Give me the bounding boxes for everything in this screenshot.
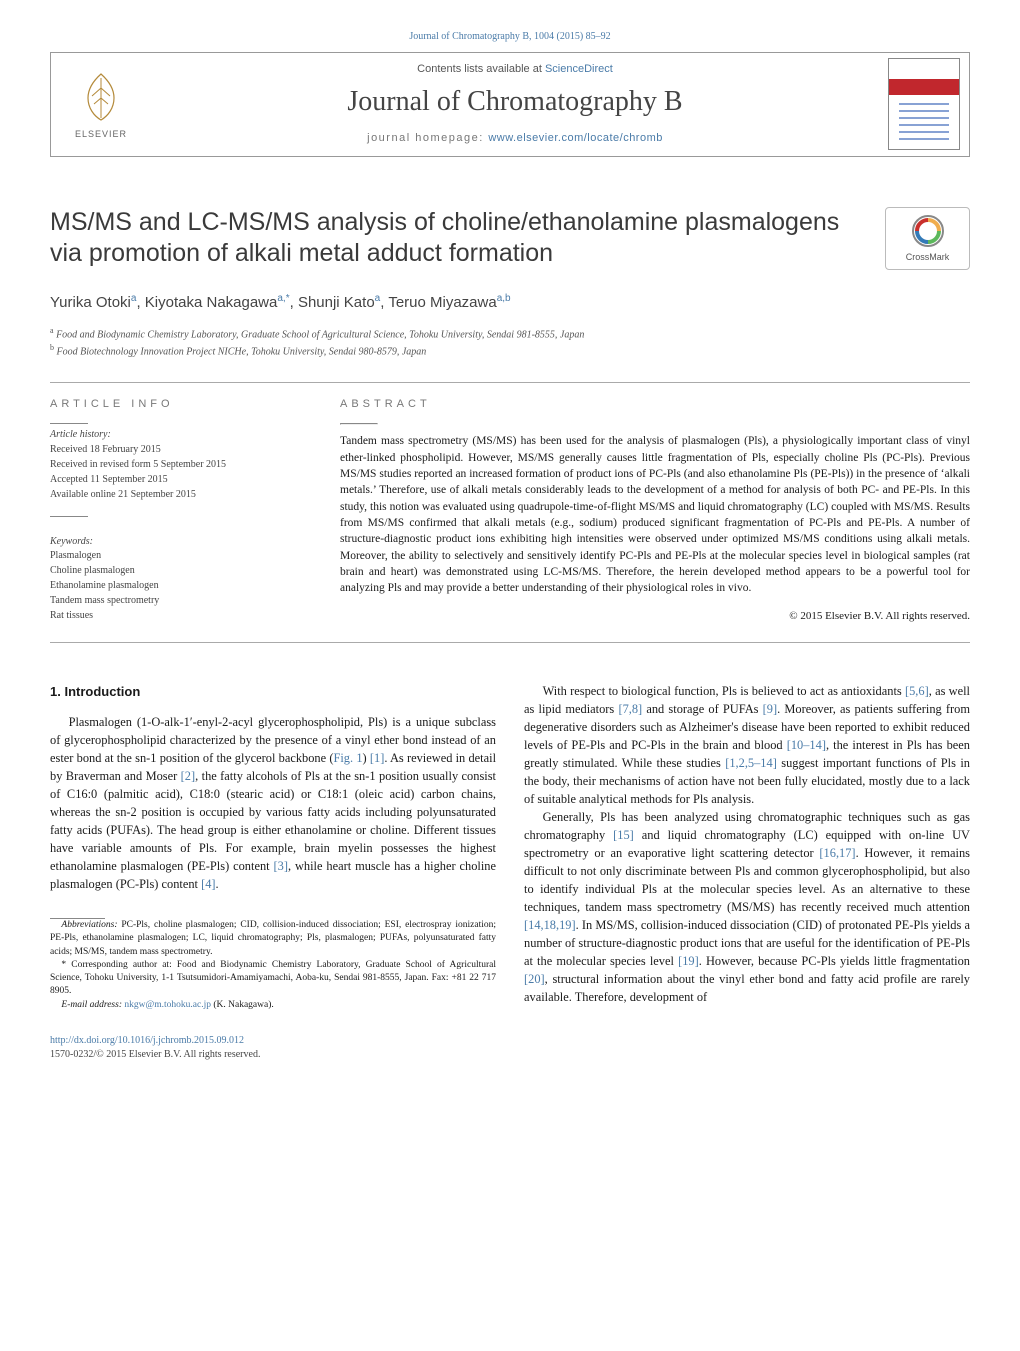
author: Yurika Otokia	[50, 294, 136, 311]
ref-20[interactable]: [20]	[524, 972, 545, 986]
article-info-heading: ARTICLE INFO	[50, 397, 310, 412]
author: Shunji Katoa	[298, 294, 380, 311]
body-two-columns: 1. Introduction Plasmalogen (1-O-alk-1′-…	[50, 683, 970, 1012]
ref-1[interactable]: [1]	[370, 751, 384, 765]
fig1-link[interactable]: Fig. 1	[333, 751, 362, 765]
crossmark-badge[interactable]: CrossMark	[885, 207, 970, 270]
keyword: Choline plasmalogen	[50, 563, 310, 578]
ref-4[interactable]: [4]	[201, 877, 215, 891]
ref-14-18-19[interactable]: [14,18,19]	[524, 918, 576, 932]
ref-10-14[interactable]: [10–14]	[787, 738, 826, 752]
section-heading-intro: 1. Introduction	[50, 683, 496, 702]
history-line: Available online 21 September 2015	[50, 487, 310, 502]
cover-thumbnail-icon	[888, 58, 960, 150]
affiliation-line: a Food and Biodynamic Chemistry Laborato…	[50, 325, 970, 342]
ref-19[interactable]: [19]	[678, 954, 699, 968]
contents-lists-line: Contents lists available at ScienceDirec…	[417, 62, 613, 77]
journal-homepage-line: journal homepage: www.elsevier.com/locat…	[367, 131, 663, 146]
footnotes-block: Abbreviations: PC-Pls, choline plasmalog…	[50, 919, 496, 1012]
homepage-prefix: journal homepage:	[367, 132, 488, 144]
elsevier-tree-icon	[72, 68, 130, 126]
footnote-corresponding: * Corresponding author at: Food and Biod…	[50, 959, 496, 999]
ref-9[interactable]: [9]	[763, 702, 777, 716]
intro-paragraph-1: Plasmalogen (1-O-alk-1′-enyl-2-acyl glyc…	[50, 714, 496, 894]
corresponding-email-link[interactable]: nkgw@m.tohoku.ac.jp	[122, 1000, 211, 1010]
history-line: Received 18 February 2015	[50, 442, 310, 457]
affiliation-line: b Food Biotechnology Innovation Project …	[50, 342, 970, 359]
elsevier-text: ELSEVIER	[75, 128, 127, 140]
footnote-abbreviations: Abbreviations: PC-Pls, choline plasmalog…	[50, 919, 496, 959]
crossmark-label: CrossMark	[906, 251, 950, 263]
footnote-email: E-mail address: nkgw@m.tohoku.ac.jp (K. …	[50, 999, 496, 1012]
ref-7-8[interactable]: [7,8]	[618, 702, 642, 716]
article-title: MS/MS and LC-MS/MS analysis of choline/e…	[50, 207, 865, 270]
ref-15[interactable]: [15]	[613, 828, 634, 842]
abstract-heading: ABSTRACT	[340, 397, 970, 412]
journal-name: Journal of Chromatography B	[347, 83, 682, 121]
history-line: Received in revised form 5 September 201…	[50, 457, 310, 472]
keyword: Tandem mass spectrometry	[50, 593, 310, 608]
crossmark-icon	[911, 214, 945, 248]
ref-3[interactable]: [3]	[274, 859, 288, 873]
doi-link[interactable]: http://dx.doi.org/10.1016/j.jchromb.2015…	[50, 1035, 244, 1046]
journal-cover	[879, 53, 969, 156]
issn-copyright-line: 1570-0232/© 2015 Elsevier B.V. All right…	[50, 1049, 260, 1060]
author-list: Yurika Otokia, Kiyotaka Nakagawaa,*, Shu…	[50, 292, 970, 313]
keyword: Rat tissues	[50, 608, 310, 623]
intro-paragraph-2: With respect to biological function, Pls…	[524, 683, 970, 809]
lists-prefix: Contents lists available at	[417, 63, 545, 75]
ref-16-17[interactable]: [16,17]	[819, 846, 855, 860]
author: Kiyotaka Nakagawaa,*	[145, 294, 290, 311]
abstract-text: Tandem mass spectrometry (MS/MS) has bee…	[340, 433, 970, 596]
journal-header-box: ELSEVIER Contents lists available at Sci…	[50, 52, 970, 157]
sciencedirect-link[interactable]: ScienceDirect	[545, 63, 613, 75]
elsevier-logo: ELSEVIER	[51, 53, 151, 156]
article-history-label: Article history:	[50, 428, 310, 442]
ref-2[interactable]: [2]	[181, 769, 195, 783]
author: Teruo Miyazawaa,b	[388, 294, 510, 311]
keyword: Plasmalogen	[50, 548, 310, 563]
keywords-label: Keywords:	[50, 535, 310, 549]
intro-paragraph-3: Generally, Pls has been analyzed using c…	[524, 809, 970, 1007]
page-footer: http://dx.doi.org/10.1016/j.jchromb.2015…	[50, 1034, 970, 1061]
article-info-column: ARTICLE INFO Article history: Received 1…	[50, 397, 310, 625]
history-line: Accepted 11 September 2015	[50, 472, 310, 487]
journal-cite-line: Journal of Chromatography B, 1004 (2015)…	[50, 30, 970, 44]
abstract-copyright: © 2015 Elsevier B.V. All rights reserved…	[340, 609, 970, 625]
ref-5-6[interactable]: [5,6]	[905, 684, 929, 698]
journal-homepage-link[interactable]: www.elsevier.com/locate/chromb	[488, 132, 663, 144]
affiliations: a Food and Biodynamic Chemistry Laborato…	[50, 325, 970, 360]
keyword: Ethanolamine plasmalogen	[50, 578, 310, 593]
abstract-column: ABSTRACT Tandem mass spectrometry (MS/MS…	[340, 397, 970, 625]
ref-1-14[interactable]: [1,2,5–14]	[725, 756, 777, 770]
